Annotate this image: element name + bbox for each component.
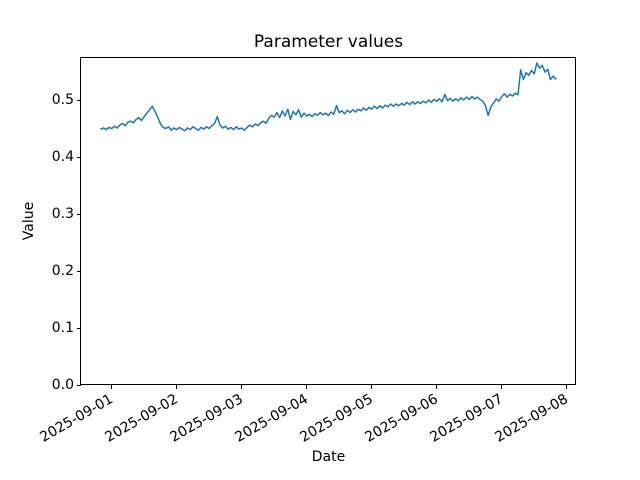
x-tick-label: 2025-09-03 [167, 391, 247, 446]
y-tick-mark [77, 270, 81, 272]
x-tick-mark [436, 385, 438, 389]
y-tick-label: 0.0 [51, 376, 74, 393]
y-tick-label: 0.1 [51, 319, 74, 336]
plot-area [80, 57, 576, 385]
x-tick-label: 2025-09-05 [297, 391, 377, 446]
chart-title: Parameter values [253, 32, 404, 52]
x-tick-mark [566, 385, 568, 389]
y-tick-mark [77, 384, 81, 386]
x-tick-mark [241, 385, 243, 389]
x-tick-mark [501, 385, 503, 389]
x-tick-label: 2025-09-06 [362, 391, 442, 446]
x-tick-mark [176, 385, 178, 389]
y-tick-mark [77, 327, 81, 329]
y-axis-label: Value [21, 201, 37, 241]
x-tick-label: 2025-09-04 [232, 391, 312, 446]
y-tick-label: 0.5 [51, 91, 74, 108]
y-tick-mark [77, 213, 81, 215]
y-tick-mark [77, 156, 81, 158]
y-tick-mark [77, 99, 81, 101]
y-tick-label: 0.2 [51, 262, 74, 279]
x-tick-label: 2025-09-07 [427, 391, 507, 446]
x-tick-mark [111, 385, 113, 389]
x-tick-mark [306, 385, 308, 389]
x-tick-label: 2025-09-01 [37, 391, 117, 446]
x-tick-mark [371, 385, 373, 389]
y-tick-label: 0.4 [51, 148, 74, 165]
x-tick-label: 2025-09-02 [102, 391, 182, 446]
y-tick-label: 0.3 [51, 205, 74, 222]
x-tick-label: 2025-09-08 [492, 391, 572, 446]
x-axis-label: Date [311, 449, 346, 465]
